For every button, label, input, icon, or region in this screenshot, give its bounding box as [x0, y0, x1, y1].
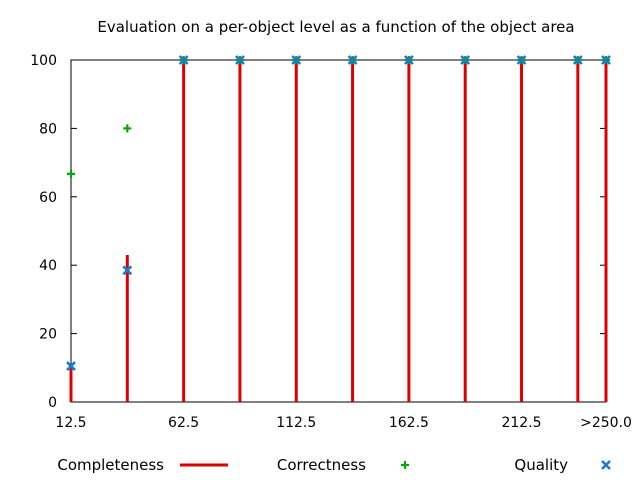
- quality-point-5: [347, 55, 358, 65]
- legend-swatch-correctness: [401, 461, 409, 469]
- x-tick-label-4: 212.5: [501, 415, 541, 431]
- x-tick-label-2: 112.5: [276, 415, 316, 431]
- legend: Completeness Correctness Quality: [57, 456, 611, 474]
- series-correctness: [67, 56, 610, 178]
- quality-point-2: [178, 55, 189, 65]
- y-tick-label-1: 20: [39, 327, 57, 343]
- quality-point-8: [516, 55, 527, 65]
- y-tick-label-4: 80: [39, 121, 57, 137]
- quality-point-6: [403, 55, 414, 65]
- series-completeness: [69, 60, 608, 402]
- plot-area: 0 20 40 60 80 100 12.5 62.5 112.5 162.5 212.5 >250.…: [30, 53, 632, 431]
- correctness-point-1: [123, 124, 132, 133]
- x-tick-label-5: >250.0: [580, 415, 632, 431]
- quality-point-3: [235, 55, 245, 65]
- quality-point-9: [572, 55, 583, 65]
- quality-point-0: [66, 361, 76, 372]
- x-tick-label-1: 62.5: [168, 415, 199, 431]
- legend-label-correctness: Correctness: [277, 456, 366, 474]
- y-tick-label-5: 100: [30, 53, 57, 69]
- series-quality: [66, 55, 611, 372]
- legend-label-quality: Quality: [514, 456, 568, 474]
- y-tick-label-2: 40: [39, 258, 57, 274]
- correctness-point-0: [67, 169, 75, 178]
- y-tick-label-0: 0: [48, 395, 57, 411]
- legend-swatch-quality: [601, 460, 611, 470]
- quality-point-4: [291, 55, 302, 65]
- chart-title: Evaluation on a per-object level as a fu…: [97, 18, 574, 36]
- x-tick-label-3: 162.5: [389, 415, 429, 431]
- plot-frame: [70, 59, 607, 403]
- quality-point-7: [460, 55, 471, 65]
- x-tick-label-0: 12.5: [55, 415, 86, 431]
- quality-point-10: [601, 55, 611, 65]
- legend-label-completeness: Completeness: [57, 456, 164, 474]
- y-tick-label-3: 60: [39, 190, 57, 206]
- quality-point-1: [122, 265, 133, 276]
